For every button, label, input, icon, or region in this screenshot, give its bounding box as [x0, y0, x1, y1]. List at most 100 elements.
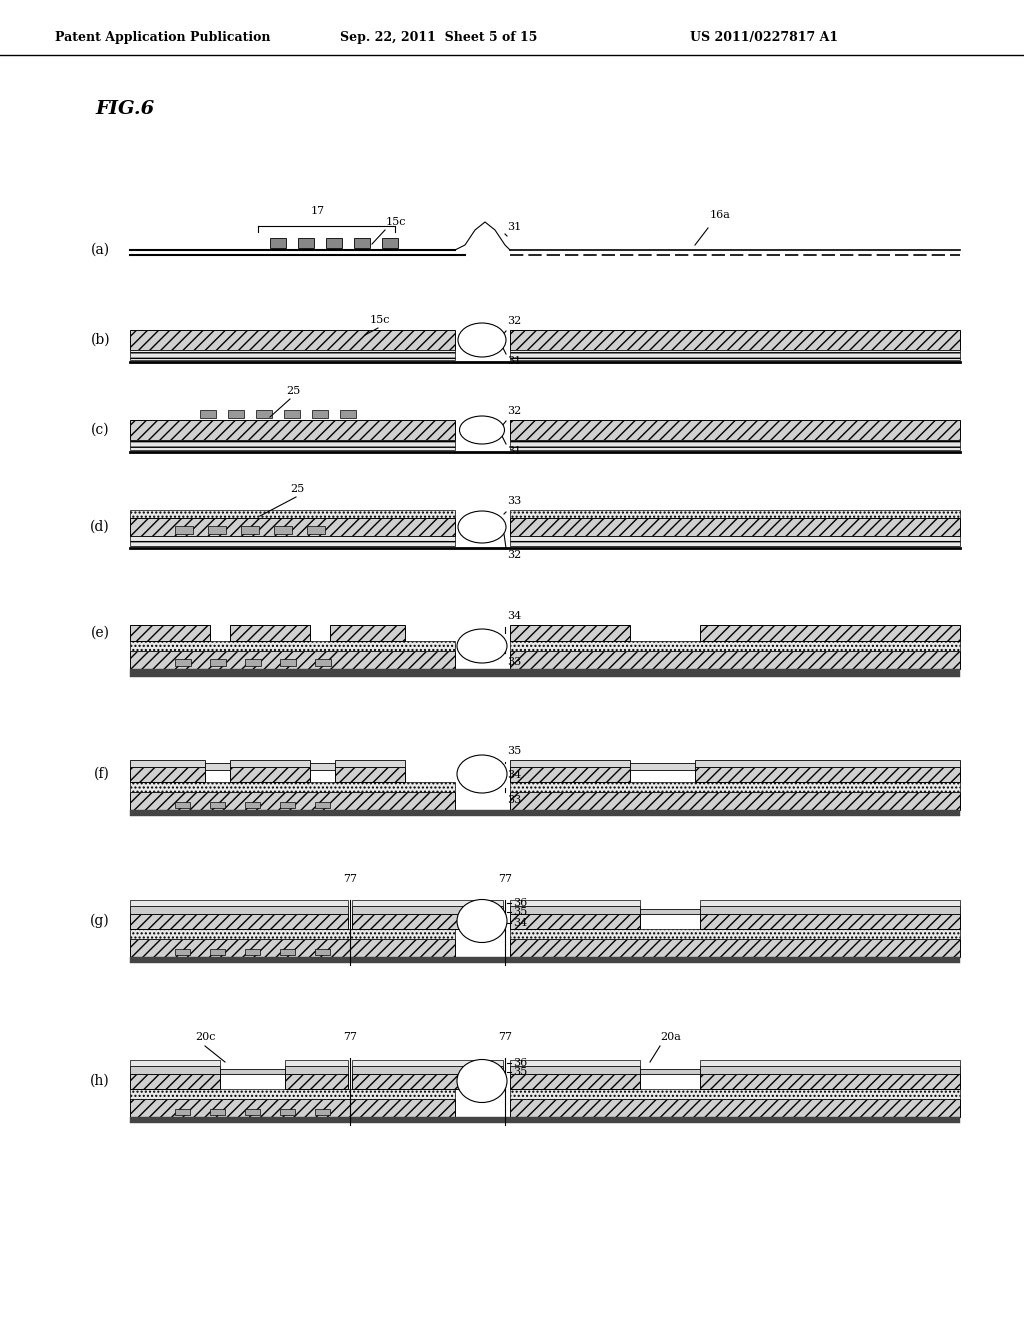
Bar [205, 763, 230, 770]
Bar [307, 525, 325, 535]
Text: (e): (e) [91, 626, 110, 640]
Ellipse shape [457, 1060, 507, 1102]
Text: 31: 31 [507, 356, 521, 366]
Text: 33: 33 [507, 795, 521, 805]
Bar [175, 659, 191, 667]
Bar [274, 525, 292, 535]
Bar [335, 760, 406, 767]
Bar [510, 929, 961, 939]
Text: 20a: 20a [660, 1032, 681, 1041]
Text: (c): (c) [91, 422, 110, 437]
Bar [352, 913, 503, 929]
Text: 17: 17 [311, 206, 325, 216]
Bar [130, 913, 348, 929]
Text: 34: 34 [513, 917, 527, 928]
Text: 33: 33 [507, 657, 521, 667]
Bar [130, 669, 961, 677]
Bar [208, 525, 226, 535]
Bar [298, 238, 314, 248]
Bar [510, 781, 961, 792]
Bar [700, 624, 961, 642]
Bar [352, 1074, 503, 1089]
Bar [312, 411, 328, 418]
Text: 77: 77 [343, 1032, 357, 1041]
Bar [510, 420, 961, 440]
Ellipse shape [460, 416, 505, 444]
Text: (h): (h) [90, 1074, 110, 1088]
Bar [245, 949, 260, 954]
Bar [130, 957, 961, 964]
Bar [130, 642, 455, 651]
Bar [245, 659, 261, 667]
Bar [228, 411, 244, 418]
Bar [130, 1067, 220, 1074]
Bar [510, 1089, 961, 1100]
Text: 33: 33 [507, 496, 521, 506]
Bar [640, 909, 700, 913]
Bar [130, 767, 205, 781]
Bar [130, 420, 455, 440]
Text: (a): (a) [91, 243, 110, 257]
Ellipse shape [457, 899, 507, 942]
Bar [354, 238, 370, 248]
Bar [280, 1109, 295, 1115]
Bar [700, 906, 961, 913]
Bar [700, 1067, 961, 1074]
Bar [285, 1060, 348, 1067]
Bar [510, 1074, 640, 1089]
Bar [130, 900, 348, 906]
Bar [130, 810, 961, 816]
Bar [245, 1109, 260, 1115]
Bar [510, 517, 961, 536]
Bar [245, 803, 260, 808]
Bar [510, 913, 640, 929]
Bar [510, 510, 961, 517]
Text: 77: 77 [498, 1032, 512, 1041]
Text: (b): (b) [90, 333, 110, 347]
Text: 20c: 20c [195, 1032, 215, 1041]
Bar [256, 411, 272, 418]
Bar [230, 767, 310, 781]
Bar [270, 238, 286, 248]
Text: FIG.6: FIG.6 [95, 100, 155, 117]
Bar [510, 767, 630, 781]
Bar [510, 906, 640, 913]
Ellipse shape [458, 323, 506, 356]
Bar [130, 651, 455, 669]
Text: Patent Application Publication: Patent Application Publication [55, 32, 270, 45]
Bar [175, 1109, 190, 1115]
Bar [510, 900, 640, 906]
Text: (f): (f) [94, 767, 110, 781]
Bar [510, 651, 961, 669]
Bar [175, 949, 190, 954]
Bar [130, 510, 455, 517]
Bar [510, 642, 961, 651]
Bar [510, 1060, 640, 1067]
Bar [326, 238, 342, 248]
Bar [640, 1069, 700, 1074]
Bar [510, 1100, 961, 1117]
Bar [130, 330, 455, 350]
Bar [340, 411, 356, 418]
Text: 77: 77 [498, 874, 512, 884]
Text: 32: 32 [507, 315, 521, 326]
Bar [130, 1089, 455, 1100]
Bar [130, 792, 455, 810]
Bar [280, 803, 295, 808]
Bar [130, 781, 455, 792]
Bar [130, 440, 455, 450]
Bar [285, 1067, 348, 1074]
Text: 15c: 15c [370, 315, 390, 325]
Bar [335, 767, 406, 781]
Bar [510, 440, 961, 450]
Bar [130, 906, 348, 913]
Text: Sep. 22, 2011  Sheet 5 of 15: Sep. 22, 2011 Sheet 5 of 15 [340, 32, 538, 45]
Text: 16a: 16a [710, 210, 731, 220]
Bar [210, 659, 226, 667]
Bar [175, 525, 193, 535]
Text: 35: 35 [507, 746, 521, 756]
Bar [280, 949, 295, 954]
Polygon shape [455, 222, 510, 249]
Bar [510, 330, 961, 350]
Bar [510, 536, 961, 546]
